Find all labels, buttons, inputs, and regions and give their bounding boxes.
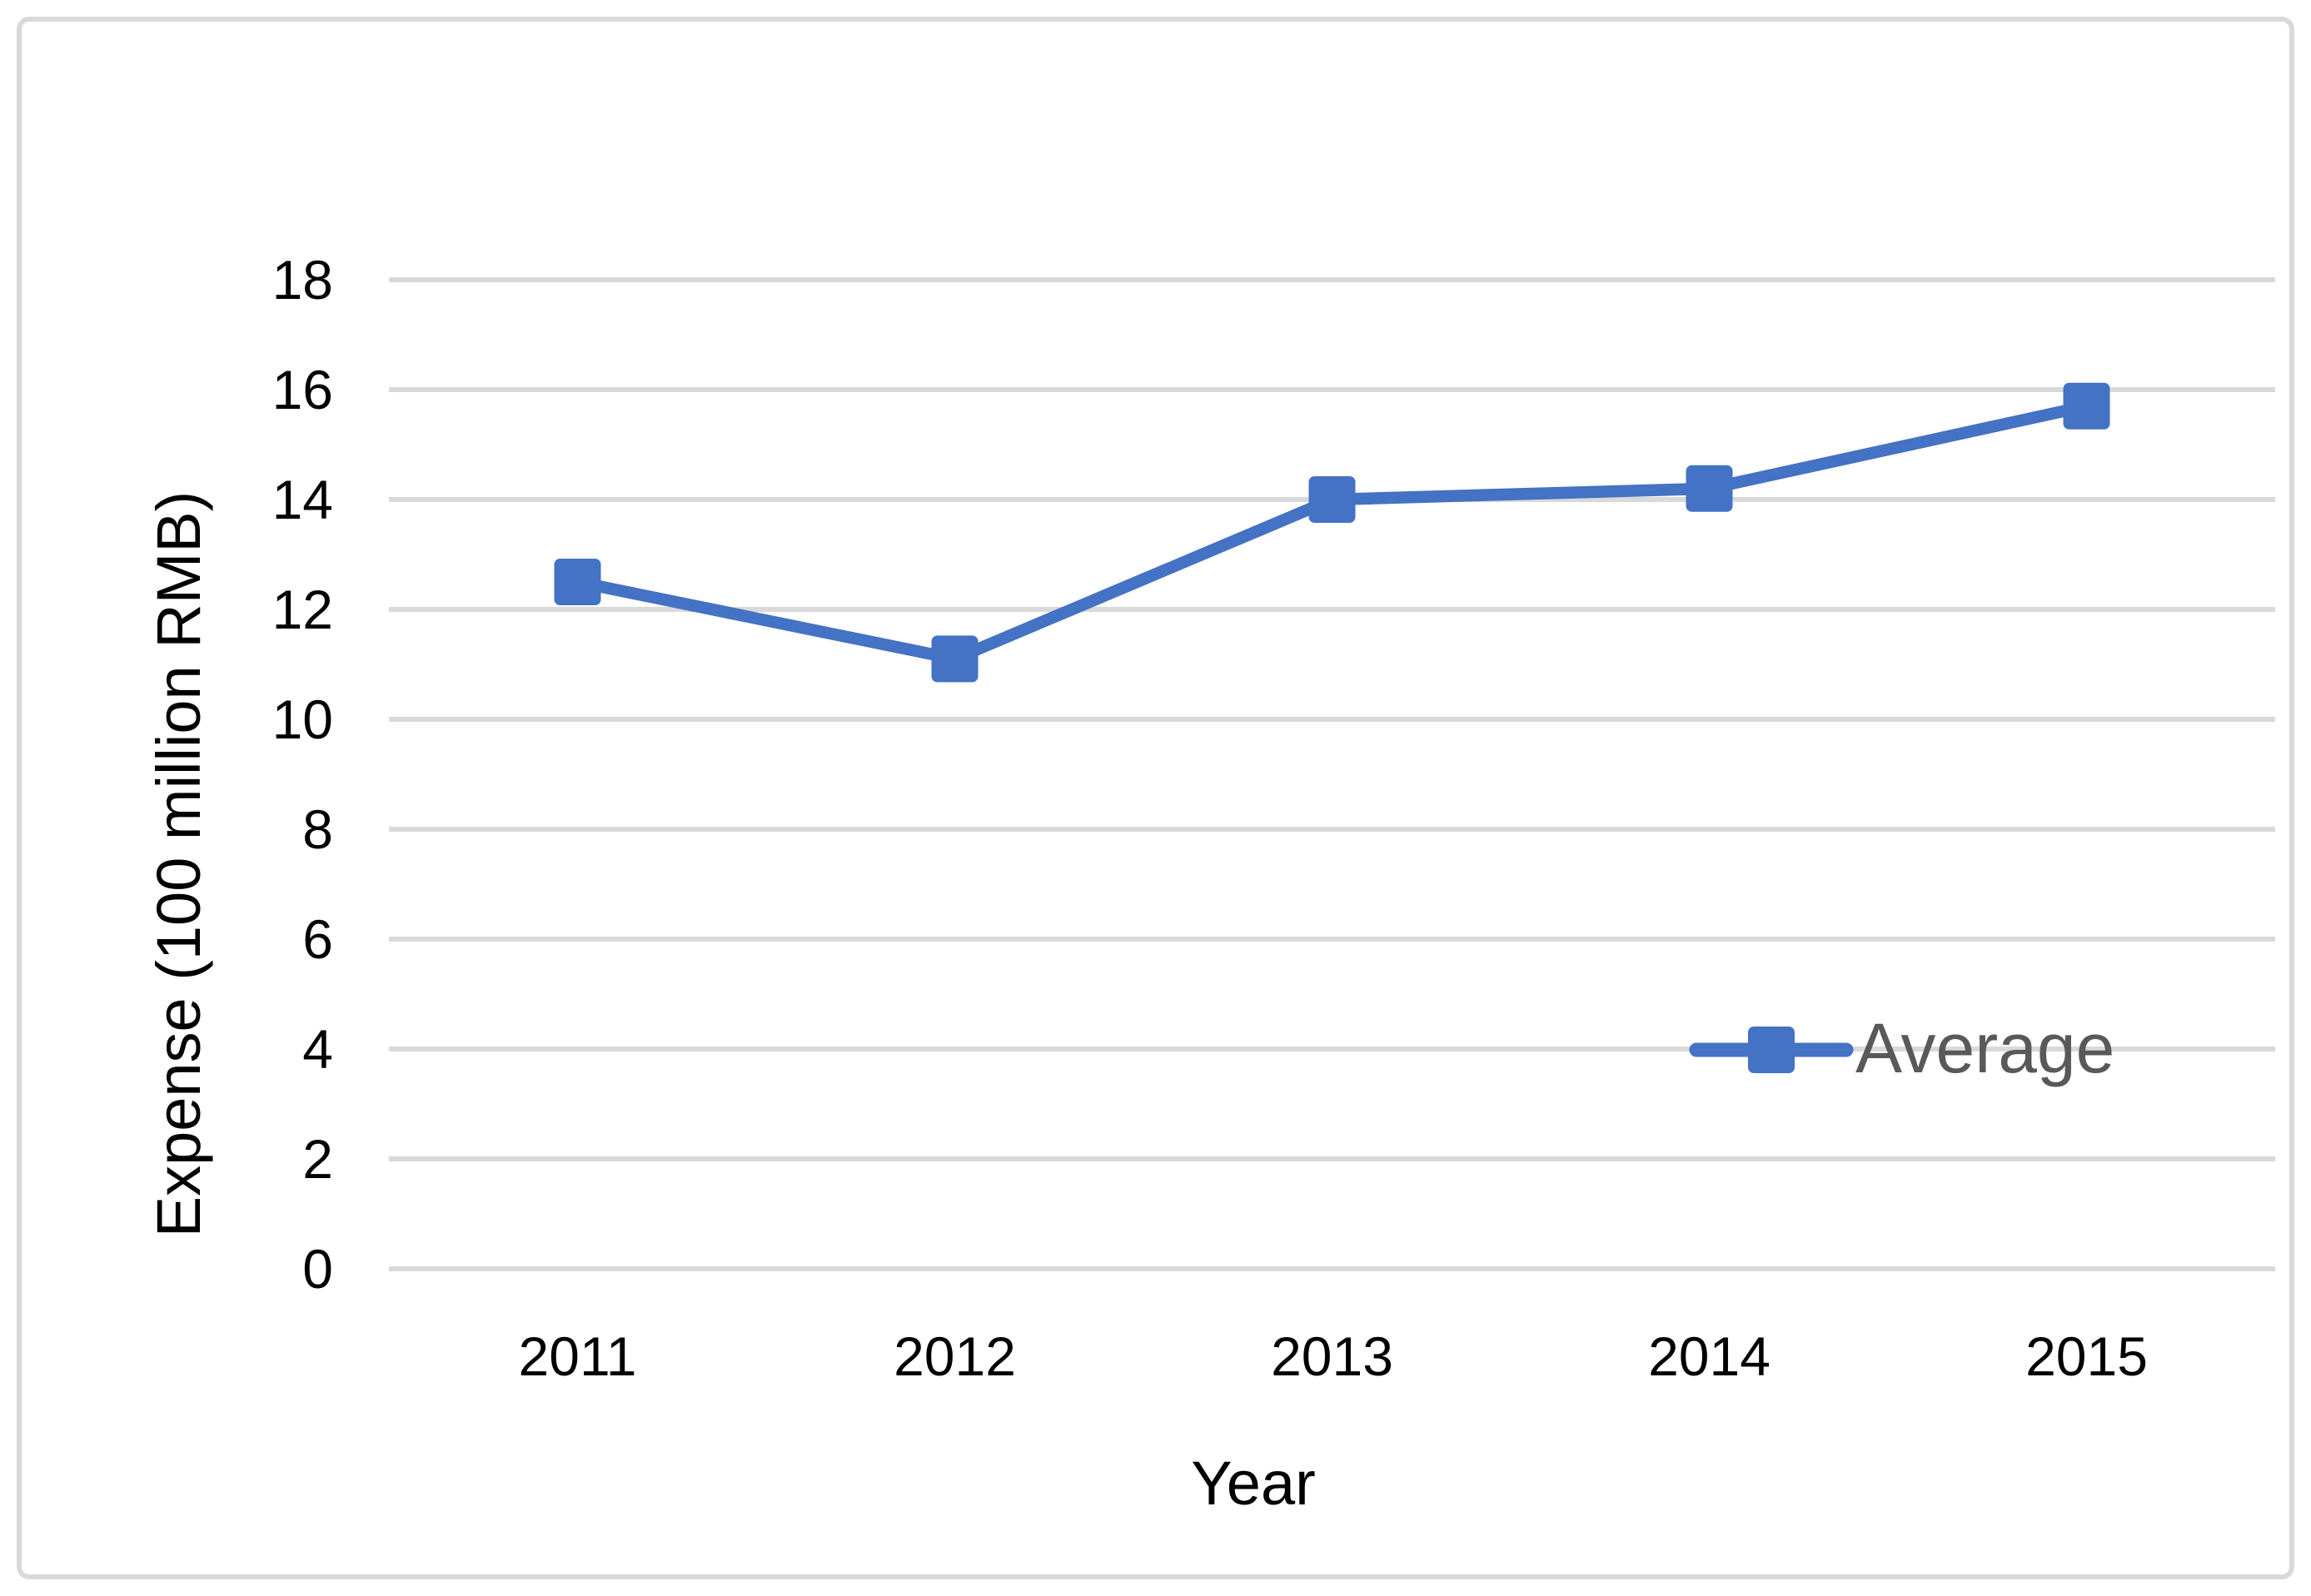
y-tick-label-16: 16	[272, 359, 333, 420]
chart-border	[17, 17, 2294, 1579]
y-axis-title: Expense (100 million RMB)	[144, 491, 213, 1238]
legend-label: Average	[1855, 1009, 2114, 1087]
y-axis-tick-labels: 0 2 4 6 8 10 12 14 16 18	[272, 249, 333, 1300]
y-tick-label-12: 12	[272, 579, 333, 640]
y-tick-label-6: 6	[302, 908, 333, 970]
data-point-marker-2012	[931, 635, 979, 683]
series-average	[554, 382, 2110, 683]
legend: Average	[1689, 1009, 2114, 1087]
legend-square-marker-icon	[1748, 1027, 1795, 1073]
data-point-marker-2015	[2063, 382, 2110, 430]
x-tick-label-2015: 2015	[2025, 1325, 2148, 1387]
x-tick-label-2012: 2012	[894, 1325, 1016, 1387]
x-tick-label-2014: 2014	[1648, 1325, 1771, 1387]
y-tick-label-14: 14	[272, 469, 333, 530]
data-point-marker-2014	[1686, 465, 1733, 512]
data-point-marker-2011	[554, 559, 601, 605]
x-axis-title: Year	[1191, 1449, 1316, 1518]
y-tick-label-0: 0	[302, 1238, 333, 1300]
y-tick-label-8: 8	[302, 798, 333, 860]
x-tick-label-2013: 2013	[1271, 1325, 1393, 1387]
y-tick-label-2: 2	[302, 1128, 333, 1190]
x-axis-tick-labels: 2011 2012 2013 2014 2015	[519, 1325, 2148, 1387]
data-point-marker-2013	[1308, 476, 1356, 523]
series-line	[571, 400, 2093, 665]
y-tick-label-18: 18	[272, 249, 333, 311]
y-tick-label-4: 4	[302, 1018, 333, 1080]
y-tick-label-10: 10	[272, 689, 333, 750]
x-tick-label-2011: 2011	[519, 1325, 637, 1387]
